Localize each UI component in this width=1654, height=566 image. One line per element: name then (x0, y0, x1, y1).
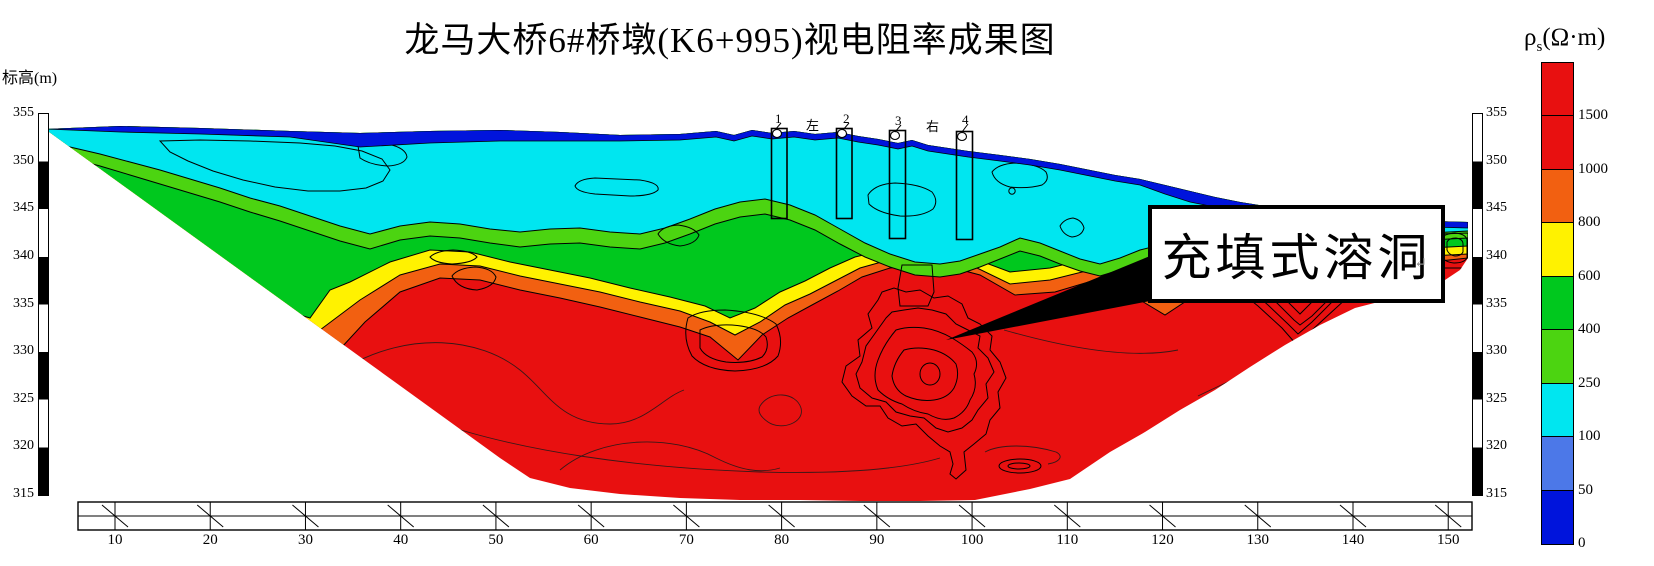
distance-tick-80: 80 (774, 532, 790, 548)
elevation-tick-left-355: 355 (13, 105, 34, 120)
pile-2-cap-icon (836, 128, 848, 139)
distance-scale-bar (77, 501, 1473, 531)
legend-label-600: 600 (1578, 267, 1601, 284)
pile-label-2: 2 (843, 111, 850, 126)
distance-tick-100: 100 (960, 532, 984, 548)
legend-label-50: 50 (1578, 481, 1593, 498)
legend-block-orange-2 (1542, 169, 1573, 224)
legend-color-bar (1541, 62, 1574, 545)
elevation-axis-bar-left (38, 113, 49, 496)
callout-text: 充填式溶洞 (1161, 230, 1432, 286)
distance-tick-40: 40 (393, 532, 409, 548)
elevation-tick-right-325: 325 (1486, 390, 1507, 406)
elevation-tick-right-345: 345 (1486, 200, 1507, 216)
cave-yellow-ring (897, 264, 935, 307)
distance-tick-30: 30 (297, 532, 313, 548)
elevation-tick-right-320: 320 (1486, 438, 1507, 454)
legend-block-light_green-5 (1542, 330, 1573, 384)
elevation-tick-left-345: 345 (13, 200, 34, 216)
legend-title: ρs(Ω·m) (1524, 24, 1606, 55)
elevation-tick-right-330: 330 (1486, 343, 1507, 359)
elevation-tick-left-315: 315 (13, 486, 34, 501)
cave-cyan-core (891, 347, 959, 401)
pile-markers (770, 122, 974, 241)
elevation-tick-right-355: 355 (1486, 105, 1507, 120)
distance-tick-130: 130 (1246, 532, 1270, 548)
cave-green-ring (874, 326, 978, 420)
pile-1 (770, 127, 788, 220)
band-cyan (45, 126, 1468, 264)
pile-4-cap-icon (956, 131, 968, 142)
pile-label-4: 4 (962, 112, 969, 127)
legend-block-red-0 (1542, 63, 1573, 117)
legend-label-100: 100 (1578, 428, 1601, 445)
distance-tick-90: 90 (869, 532, 885, 548)
cave-yellow-blob (841, 287, 1007, 480)
paragraph-return-mark-icon: ↵ (1414, 256, 1427, 272)
resistivity-legend: ρs(Ω·m) 1500 1000 800 600 400 250 100 50 0 (1518, 20, 1648, 560)
legend-block-red-1 (1542, 116, 1573, 170)
distance-tick-70: 70 (678, 532, 694, 548)
cave-blue-core (919, 362, 941, 386)
pile-4 (955, 130, 974, 241)
distance-tick-20: 20 (202, 532, 218, 548)
elevation-tick-left-320: 320 (13, 438, 34, 454)
distance-tick-50: 50 (488, 532, 504, 548)
legend-label-400: 400 (1578, 321, 1601, 338)
callout-leader-arrow (946, 256, 1150, 340)
small-lenses (429, 224, 1042, 474)
pile-label-1: 1 (775, 111, 782, 126)
elevation-tick-right-315: 315 (1486, 486, 1507, 501)
distance-tick-10: 10 (107, 532, 123, 548)
elevation-tick-right-335: 335 (1486, 295, 1507, 311)
elevation-tick-left-350: 350 (13, 152, 34, 168)
elevation-tick-left-330: 330 (13, 343, 34, 359)
distance-tick-150: 150 (1436, 532, 1460, 548)
legend-block-dark_blue-8 (1542, 490, 1573, 544)
legend-block-cyan-6 (1542, 383, 1573, 438)
legend-block-blue-7 (1542, 437, 1573, 491)
karst-cave-anomaly (841, 264, 1007, 480)
pile-label-3: 3 (895, 113, 902, 128)
legend-label-1000: 1000 (1578, 160, 1608, 177)
legend-label-250: 250 (1578, 374, 1601, 391)
pile-side-label-right: 右 (926, 119, 940, 134)
pile-3-cap-icon (889, 130, 901, 141)
legend-block-yellow-3 (1542, 223, 1573, 277)
elevation-tick-right-350: 350 (1486, 152, 1507, 168)
elevation-tick-right-340: 340 (1486, 247, 1507, 263)
elevation-axis-label: 标高(m) (2, 70, 58, 87)
distance-tick-120: 120 (1151, 532, 1174, 548)
pile-3 (888, 129, 907, 240)
blue-pockets (158, 139, 1085, 238)
elevation-axis-bar-right (1472, 113, 1483, 496)
karst-cave-callout-box: 充填式溶洞 ↵ (1148, 205, 1445, 303)
legend-label-1500: 1500 (1578, 107, 1608, 124)
cave-lightgreen-ring (855, 307, 995, 433)
elevation-tick-left-325: 325 (13, 390, 34, 406)
figure-title: 龙马大桥6#桥墩(K6+995)视电阻率成果图 (404, 21, 1056, 60)
distance-tick-140: 140 (1341, 532, 1365, 548)
legend-label-0: 0 (1578, 534, 1586, 551)
distance-tick-60: 60 (583, 532, 599, 548)
legend-block-green-4 (1542, 276, 1573, 331)
pile-side-label-left: 左 (806, 118, 820, 133)
elevation-tick-left-340: 340 (13, 247, 34, 263)
legend-label-800: 800 (1578, 214, 1601, 231)
elevation-tick-left-335: 335 (13, 295, 34, 311)
pile-1-cap-icon (771, 128, 783, 139)
distance-tick-110: 110 (1056, 532, 1079, 548)
